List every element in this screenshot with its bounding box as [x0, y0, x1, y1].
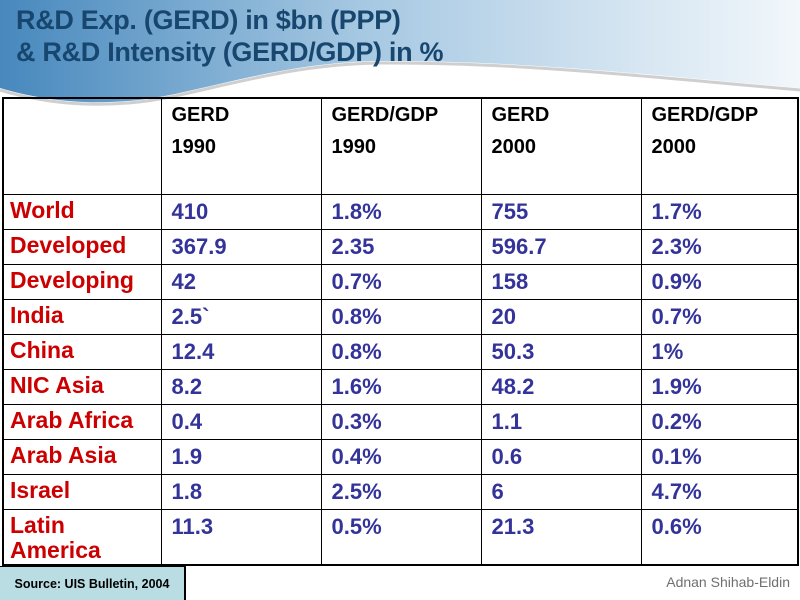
cell-gerd-2000: 21.3 [480, 508, 642, 566]
col-header-metric: GERD [491, 104, 550, 126]
row-label-cell: NIC Asia [2, 368, 162, 405]
row-label: Arab Africa [10, 406, 134, 433]
gerd-table: GERD 1990 GERD/GDP 1990 GERD 2000 GERD/G… [2, 97, 799, 566]
cell-gerd-1990: 1.9 [160, 438, 322, 475]
cell-gerdgdp-2000: 0.1% [640, 438, 799, 475]
author-credit: Adnan Shihab-Eldin [666, 574, 790, 590]
cell-gerdgdp-2000: 1.7% [640, 193, 799, 230]
cell-gerdgdp-1990: 0.3% [320, 403, 482, 440]
cell-gerdgdp-1990: 0.4% [320, 438, 482, 475]
col-header-year: 1990 [331, 136, 377, 158]
row-label: NIC Asia [10, 371, 104, 398]
blue-band-shape [0, 0, 800, 103]
table-header-row: GERD 1990 GERD/GDP 1990 GERD 2000 GERD/G… [2, 97, 799, 195]
cell-gerd-2000: 20 [480, 298, 642, 335]
col-header-gerd-1990: GERD 1990 [160, 97, 322, 195]
corner-cell [2, 97, 162, 195]
cell-gerd-1990: 367.9 [160, 228, 322, 265]
row-label-cell: Latin America [2, 508, 162, 566]
cell-gerdgdp-1990: 0.8% [320, 298, 482, 335]
cell-gerd-2000: 48.2 [480, 368, 642, 405]
cell-gerd-2000: 1.1 [480, 403, 642, 440]
slide-title: R&D Exp. (GERD) in $bn (PPP) & R&D Inten… [16, 5, 444, 69]
cell-gerd-2000: 755 [480, 193, 642, 230]
cell-gerd-1990: 2.5` [160, 298, 322, 335]
row-label: Developed [10, 231, 127, 258]
row-label-cell: Developed [2, 228, 162, 265]
row-label: India [10, 301, 64, 328]
cell-gerdgdp-1990: 0.5% [320, 508, 482, 566]
cell-gerdgdp-2000: 0.6% [640, 508, 799, 566]
cell-gerdgdp-1990: 1.6% [320, 368, 482, 405]
row-label-cell: China [2, 333, 162, 370]
source-box: Source: UIS Bulletin, 2004 [0, 566, 186, 600]
cell-gerdgdp-2000: 0.7% [640, 298, 799, 335]
row-label: World [10, 196, 75, 223]
cell-gerdgdp-2000: 0.2% [640, 403, 799, 440]
cell-gerd-1990: 8.2 [160, 368, 322, 405]
cell-gerd-2000: 0.6 [480, 438, 642, 475]
slide-title-line2: & R&D Intensity (GERD/GDP) in % [16, 36, 444, 67]
table-row: Developed 367.9 2.35 596.7 2.3% [2, 228, 799, 265]
row-label-cell: Israel [2, 473, 162, 510]
cell-gerd-1990: 410 [160, 193, 322, 230]
row-label-cell: Arab Asia [2, 438, 162, 475]
cell-gerd-1990: 42 [160, 263, 322, 300]
cell-gerdgdp-1990: 2.5% [320, 473, 482, 510]
table-body: World 410 1.8% 755 1.7% Developed 367.9 … [2, 193, 799, 566]
table-row: World 410 1.8% 755 1.7% [2, 193, 799, 230]
slide-title-line1: R&D Exp. (GERD) in $bn (PPP) [16, 5, 401, 35]
col-header-year: 1990 [171, 136, 217, 158]
table-row: Arab Africa 0.4 0.3% 1.1 0.2% [2, 403, 799, 440]
table-row: Israel 1.8 2.5% 6 4.7% [2, 473, 799, 510]
cell-gerdgdp-2000: 1.9% [640, 368, 799, 405]
cell-gerdgdp-1990: 2.35 [320, 228, 482, 265]
cell-gerd-1990: 12.4 [160, 333, 322, 370]
row-label-cell: World [2, 193, 162, 230]
col-header-year: 2000 [491, 136, 537, 158]
row-label: China [10, 336, 74, 363]
row-label: Latin America [10, 511, 101, 564]
row-label-cell: India [2, 298, 162, 335]
cell-gerdgdp-2000: 4.7% [640, 473, 799, 510]
col-header-gerd-2000: GERD 2000 [480, 97, 642, 195]
col-header-metric: GERD [171, 104, 230, 126]
cell-gerd-1990: 0.4 [160, 403, 322, 440]
cell-gerd-1990: 1.8 [160, 473, 322, 510]
table-row: Arab Asia 1.9 0.4% 0.6 0.1% [2, 438, 799, 475]
cell-gerd-2000: 50.3 [480, 333, 642, 370]
table-row: Developing 42 0.7% 158 0.9% [2, 263, 799, 300]
row-label: Israel [10, 476, 71, 503]
table-row: India 2.5` 0.8% 20 0.7% [2, 298, 799, 335]
cell-gerdgdp-2000: 1% [640, 333, 799, 370]
cell-gerd-2000: 596.7 [480, 228, 642, 265]
cell-gerdgdp-1990: 0.8% [320, 333, 482, 370]
cell-gerd-2000: 158 [480, 263, 642, 300]
col-header-year: 2000 [651, 136, 697, 158]
row-label: Developing [10, 266, 134, 293]
col-header-metric: GERD/GDP [651, 104, 759, 126]
cell-gerdgdp-2000: 2.3% [640, 228, 799, 265]
cell-gerdgdp-1990: 0.7% [320, 263, 482, 300]
col-header-gerdgdp-2000: GERD/GDP 2000 [640, 97, 799, 195]
cell-gerd-1990: 11.3 [160, 508, 322, 566]
cell-gerdgdp-1990: 1.8% [320, 193, 482, 230]
cell-gerd-2000: 6 [480, 473, 642, 510]
table-row: Latin America 11.3 0.5% 21.3 0.6% [2, 508, 799, 566]
col-header-metric: GERD/GDP [331, 104, 439, 126]
row-label: Arab Asia [10, 441, 117, 468]
source-text: Source: UIS Bulletin, 2004 [14, 576, 170, 591]
cell-gerdgdp-2000: 0.9% [640, 263, 799, 300]
col-header-gerdgdp-1990: GERD/GDP 1990 [320, 97, 482, 195]
row-label-cell: Developing [2, 263, 162, 300]
row-label-cell: Arab Africa [2, 403, 162, 440]
table-row: China 12.4 0.8% 50.3 1% [2, 333, 799, 370]
table-row: NIC Asia 8.2 1.6% 48.2 1.9% [2, 368, 799, 405]
